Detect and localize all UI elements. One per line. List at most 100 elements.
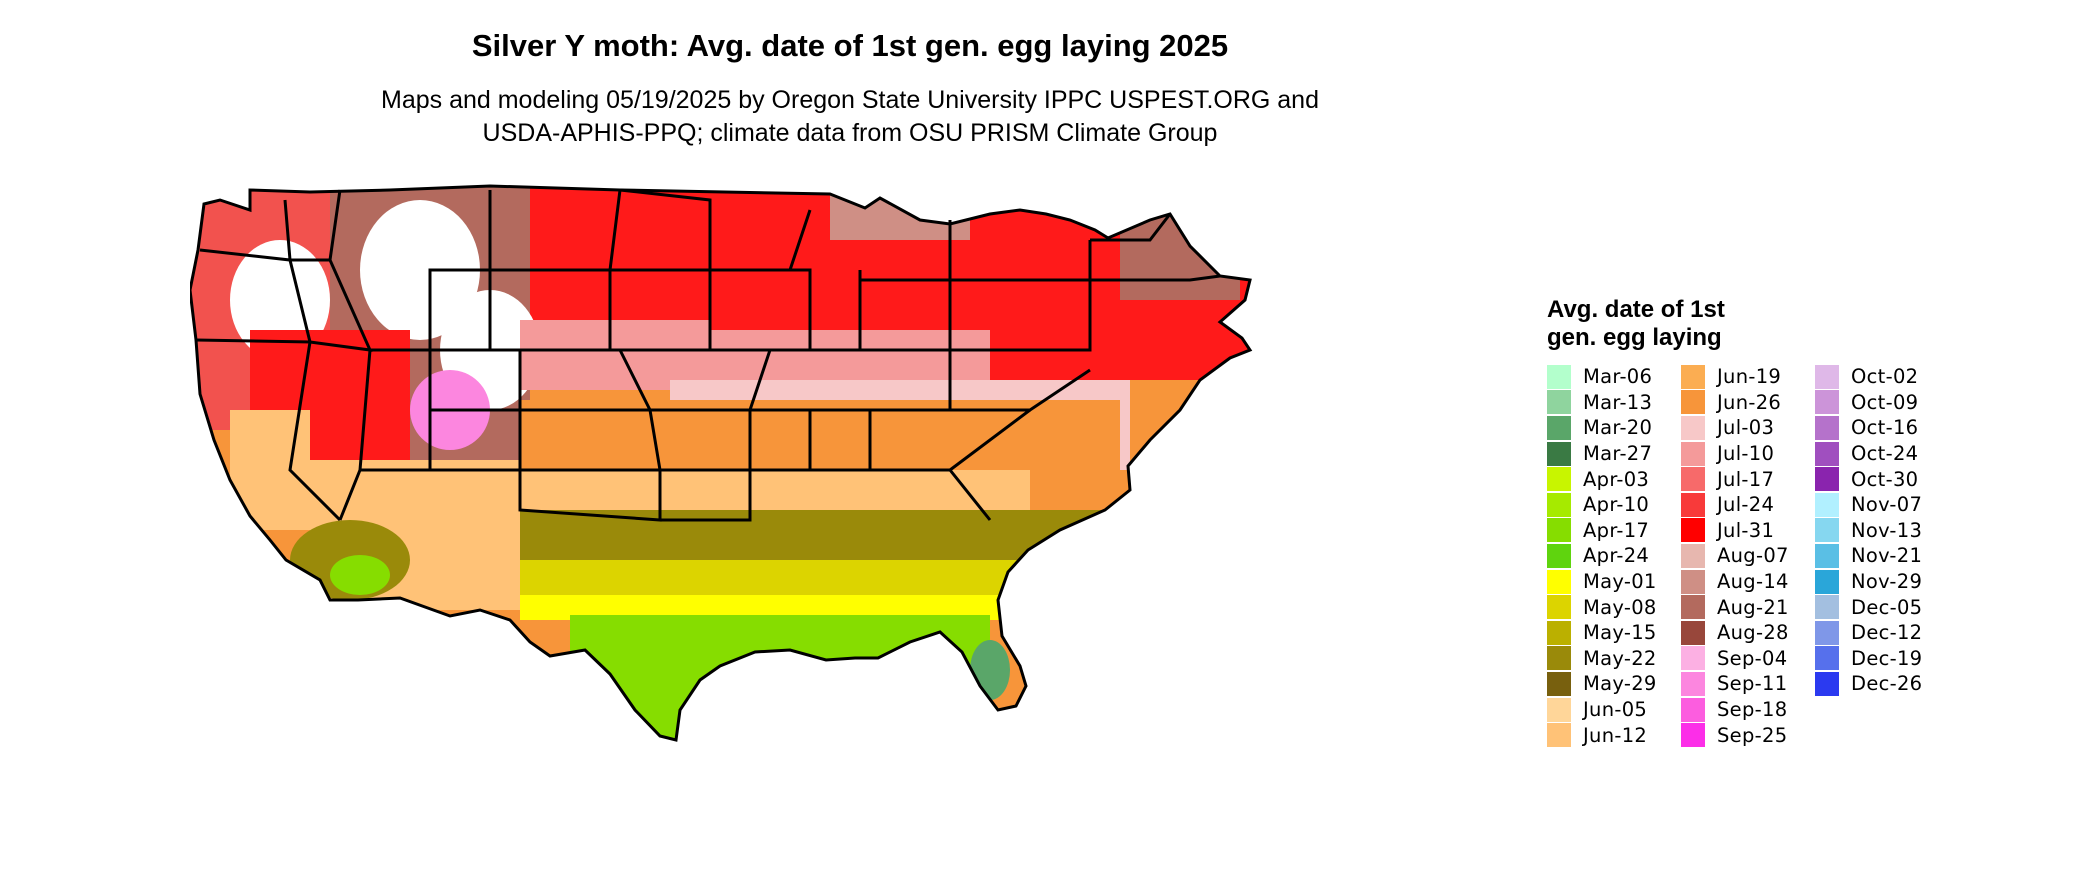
legend-label: Jun-12 — [1583, 723, 1648, 747]
legend-swatch — [1815, 467, 1839, 492]
legend-item: Mar-06 — [1547, 364, 1681, 390]
legend-label: Jun-19 — [1717, 365, 1782, 389]
legend-label: Sep-04 — [1717, 646, 1788, 670]
map-title: Silver Y moth: Avg. date of 1st gen. egg… — [471, 28, 1229, 63]
legend-swatch — [1547, 646, 1571, 671]
border-wv-md — [950, 280, 1092, 352]
legend-label: Jul-24 — [1717, 493, 1775, 517]
legend-item: Jul-17 — [1681, 466, 1815, 492]
legend-label: Jun-05 — [1583, 698, 1648, 722]
legend-column-3: Oct-02 Oct-09 Oct-16 Oct-24 Oct-30 Nov-07 Nov-… — [1815, 364, 1949, 748]
legend-swatch — [1681, 390, 1705, 415]
legend-swatch — [1547, 518, 1571, 543]
legend-item: Aug-14 — [1681, 569, 1815, 595]
legend-label: Nov-13 — [1851, 518, 1923, 542]
legend-label: Nov-07 — [1851, 493, 1923, 517]
legend-swatch — [1815, 646, 1839, 671]
legend-label: Jun-26 — [1717, 390, 1782, 414]
legend-item: May-22 — [1547, 646, 1681, 672]
legend-swatch — [1547, 595, 1571, 620]
legend-label: Sep-25 — [1717, 723, 1788, 747]
legend-item: Aug-28 — [1681, 620, 1815, 646]
legend-swatch — [1815, 518, 1839, 543]
legend-item: Dec-26 — [1815, 671, 1949, 697]
legend-swatch — [1681, 569, 1705, 594]
legend-swatch — [1681, 492, 1705, 517]
legend-swatch — [1681, 415, 1705, 440]
border-ok — [518, 409, 662, 472]
legend-item: Nov-07 — [1815, 492, 1949, 518]
legend-item: May-01 — [1547, 569, 1681, 595]
legend-item: Aug-07 — [1681, 543, 1815, 569]
legend-item: Jun-26 — [1681, 390, 1815, 416]
legend-swatch — [1815, 390, 1839, 415]
legend-label: Mar-27 — [1583, 442, 1653, 466]
legend-item: Apr-03 — [1547, 466, 1681, 492]
legend-label: Dec-12 — [1851, 621, 1923, 645]
legend-label: Aug-07 — [1717, 544, 1789, 568]
legend-swatch — [1681, 595, 1705, 620]
border-mo — [650, 348, 773, 412]
region-gulf-yellow-olive — [520, 560, 1020, 600]
region-south-florida — [970, 640, 1010, 700]
legend-swatch — [1547, 390, 1571, 415]
legend-item: Mar-27 — [1547, 441, 1681, 467]
legend-swatch — [1547, 492, 1571, 517]
legend-swatch — [1681, 543, 1705, 568]
legend-title: Avg. date of 1st gen. egg laying — [1547, 296, 1725, 351]
legend: Avg. date of 1st gen. egg laying Mar-06 M… — [1547, 296, 1949, 748]
legend-label: Mar-13 — [1583, 390, 1653, 414]
border-la — [660, 470, 752, 522]
legend-item: Apr-17 — [1547, 518, 1681, 544]
legend-swatch — [1681, 518, 1705, 543]
legend-swatch — [1815, 595, 1839, 620]
legend-swatch — [1815, 569, 1839, 594]
legend-item: Sep-11 — [1681, 671, 1815, 697]
legend-label: Apr-17 — [1583, 518, 1650, 542]
legend-label: Dec-05 — [1851, 595, 1923, 619]
legend-swatch — [1547, 569, 1571, 594]
legend-item: May-08 — [1547, 594, 1681, 620]
legend-swatch — [1681, 646, 1705, 671]
legend-label: May-08 — [1583, 595, 1657, 619]
border-tx-north — [518, 470, 662, 522]
legend-swatch — [1681, 723, 1705, 748]
legend-item: Jul-03 — [1681, 415, 1815, 441]
legend-label: Jul-31 — [1717, 518, 1775, 542]
legend-swatch — [1815, 492, 1839, 517]
legend-swatch — [1547, 697, 1571, 722]
legend-swatch — [1815, 364, 1839, 389]
legend-item: Jul-24 — [1681, 492, 1815, 518]
legend-item: Oct-16 — [1815, 415, 1949, 441]
legend-label: Sep-11 — [1717, 672, 1788, 696]
legend-label: Mar-06 — [1583, 365, 1653, 389]
legend-item: Jun-05 — [1547, 697, 1681, 723]
region-idaho-snow — [360, 200, 480, 340]
legend-swatch — [1815, 620, 1839, 645]
region-sonoran-green — [330, 555, 390, 595]
legend-item: Sep-25 — [1681, 722, 1815, 748]
legend-label: Apr-10 — [1583, 493, 1650, 517]
legend-item: Sep-04 — [1681, 646, 1815, 672]
border-mn — [610, 188, 712, 272]
legend-swatch — [1547, 441, 1571, 466]
subtitle-line-1: Maps and modeling 05/19/2025 by Oregon S… — [381, 86, 1319, 114]
border-vt-nh — [1090, 213, 1172, 242]
legend-swatch — [1547, 543, 1571, 568]
legend-label: Sep-18 — [1717, 698, 1788, 722]
legend-label: Jul-17 — [1717, 467, 1775, 491]
legend-label: Aug-28 — [1717, 621, 1789, 645]
legend-swatch — [1681, 671, 1705, 696]
legend-label: Apr-03 — [1583, 467, 1650, 491]
legend-item: Jun-12 — [1547, 722, 1681, 748]
legend-label: May-29 — [1583, 672, 1657, 696]
border-ma-ct — [1090, 274, 1221, 282]
legend-label: May-01 — [1583, 570, 1657, 594]
legend-swatch — [1681, 364, 1705, 389]
legend-label: Mar-20 — [1583, 416, 1653, 440]
legend-label: May-22 — [1583, 646, 1657, 670]
legend-swatch — [1815, 671, 1839, 696]
legend-item: May-15 — [1547, 620, 1681, 646]
legend-swatch — [1547, 671, 1571, 696]
legend-swatch — [1547, 415, 1571, 440]
